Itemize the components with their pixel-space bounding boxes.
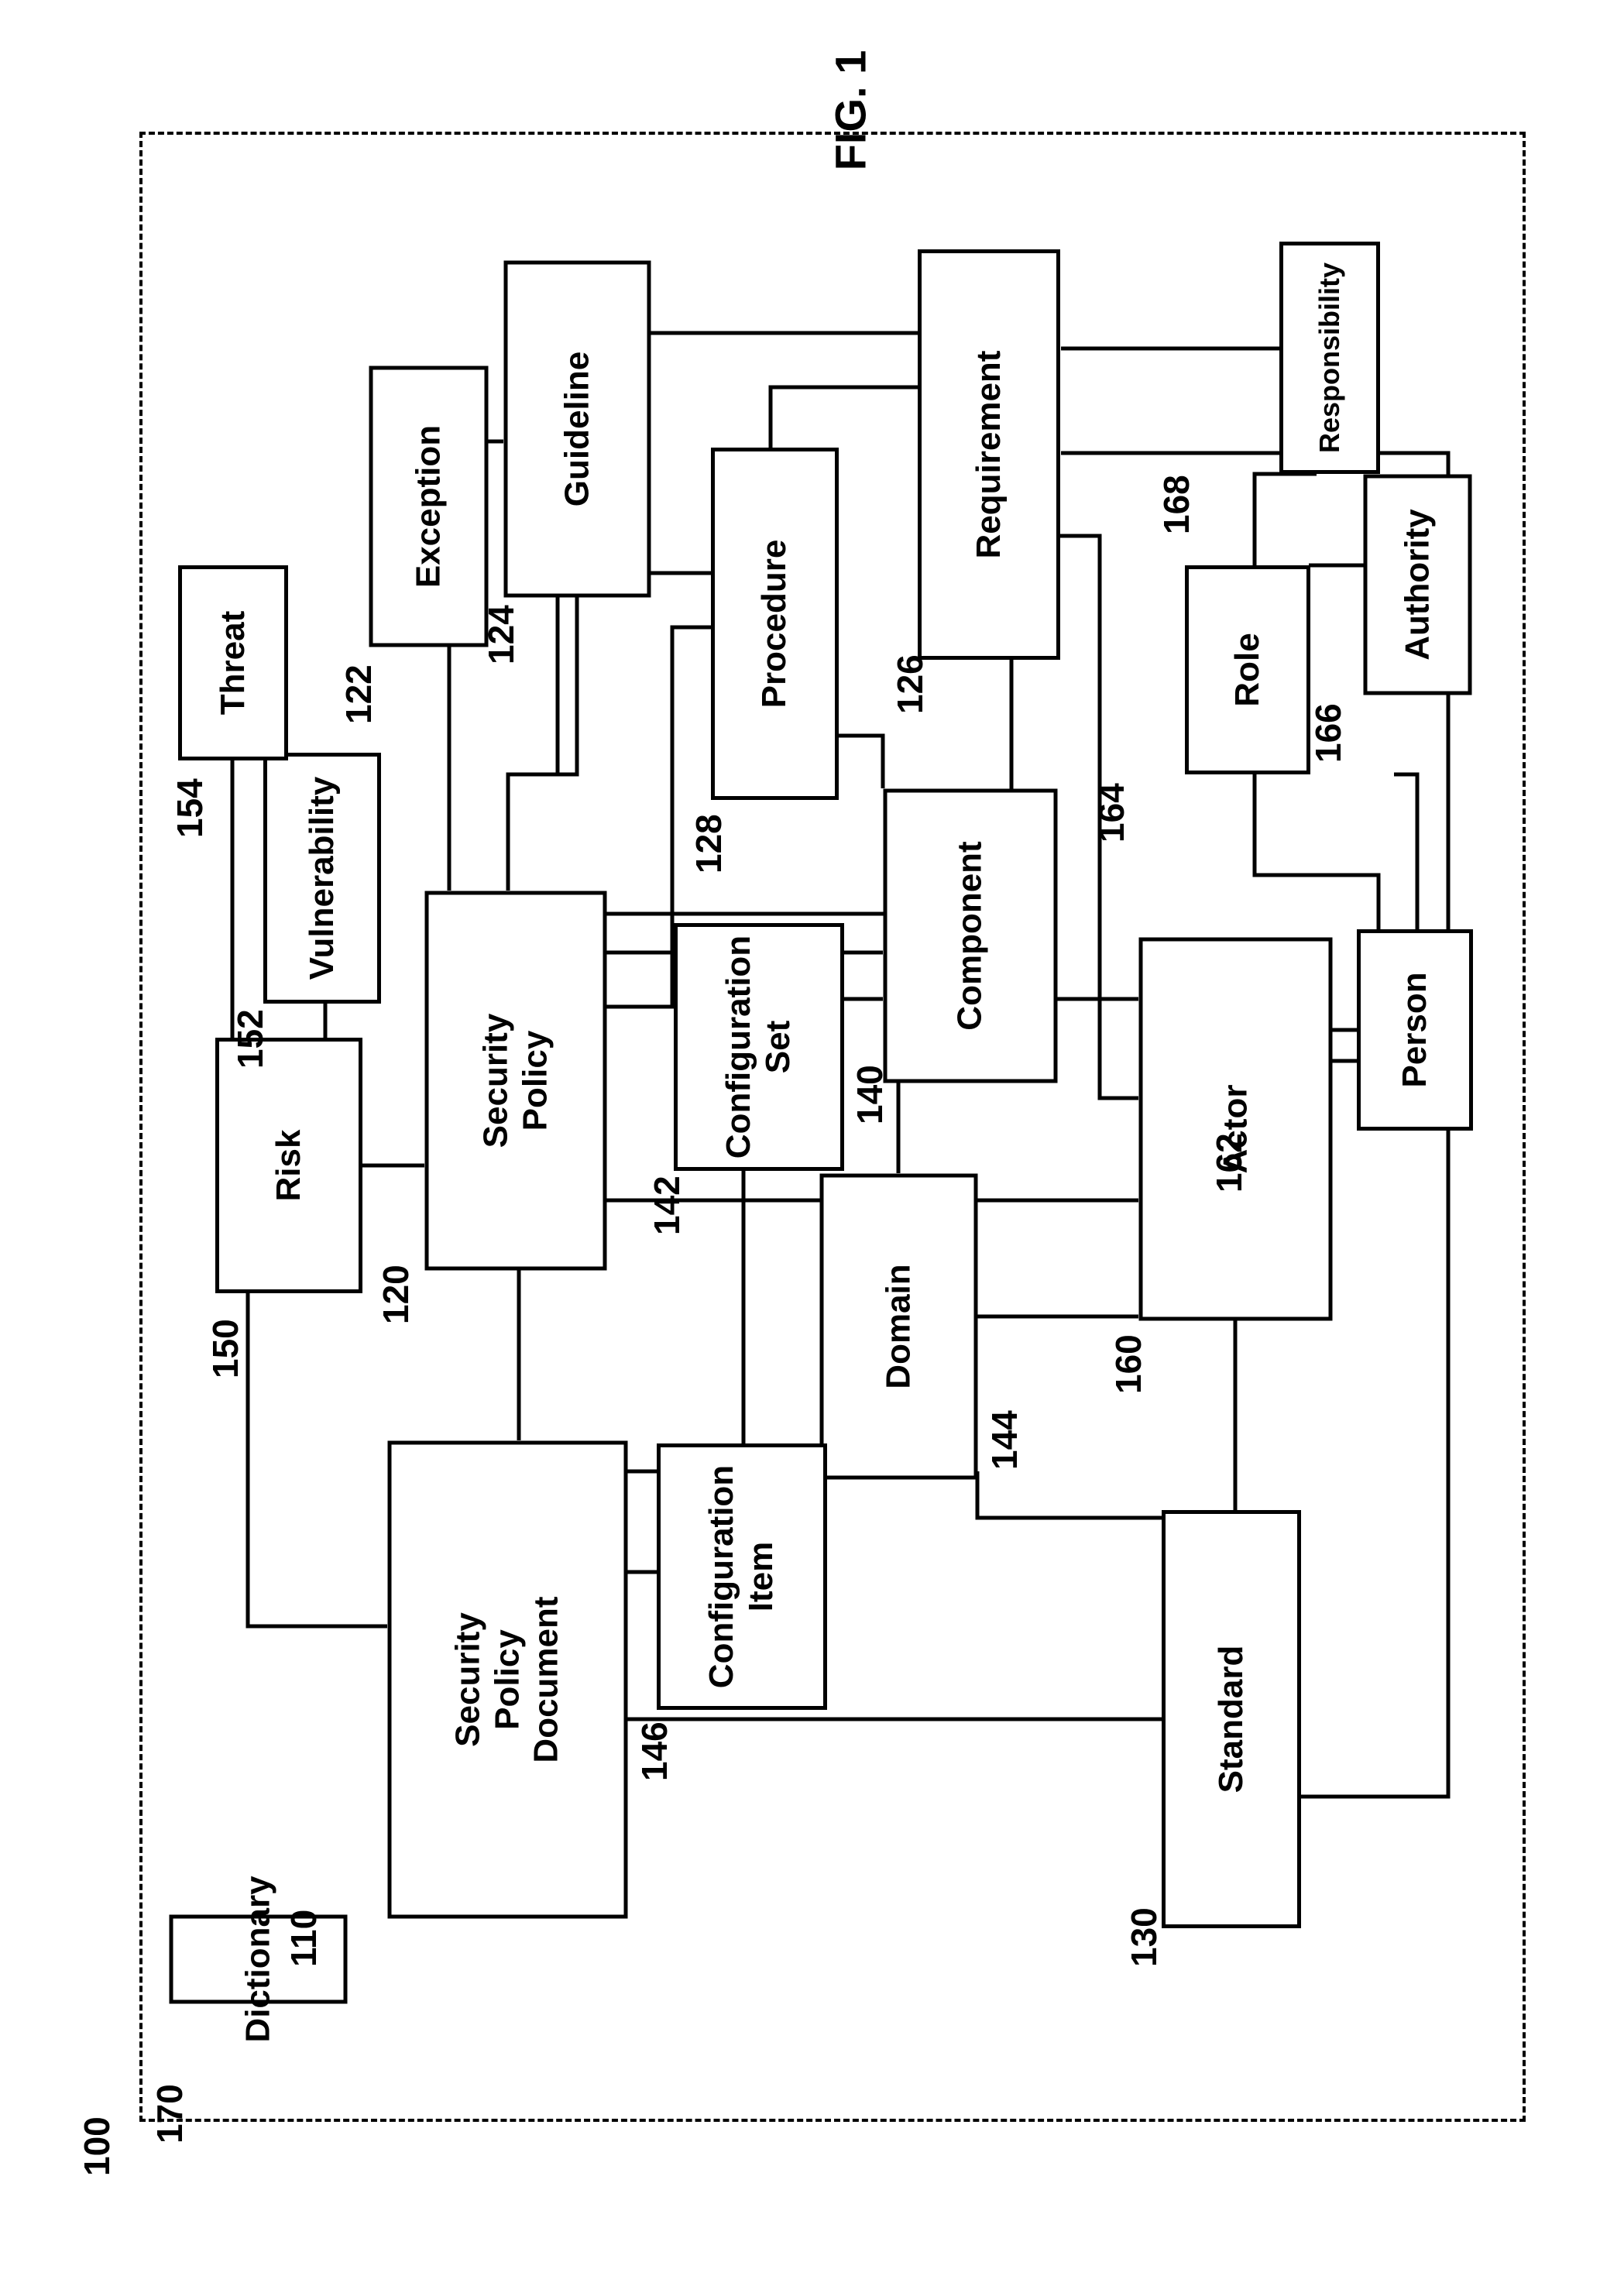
- ref-162: 162: [1208, 1133, 1250, 1193]
- node-procedure-label: Procedure: [755, 540, 795, 709]
- ref-170: 170: [149, 2084, 191, 2144]
- node-person: Person: [1357, 929, 1473, 1131]
- node-dictionary-label: Dictionary: [239, 1876, 278, 2042]
- node-standard: Standard: [1162, 1510, 1301, 1928]
- ref-142: 142: [646, 1176, 688, 1235]
- node-spd-label: SecurityPolicyDocument: [448, 1596, 566, 1763]
- node-requirement-label: Requirement: [970, 351, 1009, 559]
- node-risk-label: Risk: [270, 1130, 309, 1202]
- ref-128: 128: [688, 814, 730, 874]
- ref-120: 120: [375, 1265, 417, 1324]
- ref-166: 166: [1307, 703, 1349, 763]
- node-vulnerability: Vulnerability: [263, 753, 381, 1004]
- node-responsibility-label: Responsibility: [1313, 263, 1345, 453]
- node-config_set: ConfigurationSet: [674, 923, 844, 1171]
- ref-100: 100: [76, 2116, 118, 2176]
- ref-146: 146: [633, 1721, 675, 1781]
- node-authority: Authority: [1363, 474, 1471, 695]
- node-role-label: Role: [1228, 633, 1268, 706]
- ref-130: 130: [1123, 1907, 1165, 1967]
- node-sp: SecurityPolicy: [424, 891, 606, 1270]
- node-threat: Threat: [178, 565, 288, 760]
- node-config_item-label: ConfigurationItem: [702, 1465, 781, 1688]
- node-role: Role: [1185, 565, 1310, 774]
- node-spd: SecurityPolicyDocument: [387, 1440, 627, 1918]
- node-domain: Domain: [819, 1173, 977, 1479]
- ref-140: 140: [849, 1065, 891, 1124]
- node-exception-label: Exception: [409, 424, 448, 587]
- node-domain-label: Domain: [879, 1264, 918, 1388]
- node-requirement: Requirement: [918, 249, 1060, 660]
- edge-procedure-requirement: [771, 387, 918, 448]
- edge-procedure-component: [839, 736, 883, 788]
- node-responsibility: Responsibility: [1279, 242, 1380, 474]
- node-exception: Exception: [369, 366, 488, 647]
- edge-standard-domain: [977, 1471, 1162, 1518]
- node-authority-label: Authority: [1398, 509, 1437, 661]
- figure-caption: FIG. 1: [825, 50, 875, 171]
- ref-152: 152: [229, 1009, 271, 1069]
- ref-154: 154: [169, 778, 211, 838]
- node-person-label: Person: [1396, 972, 1435, 1087]
- node-threat-label: Threat: [214, 611, 253, 715]
- node-guideline: Guideline: [503, 260, 651, 597]
- node-config_item: ConfigurationItem: [657, 1443, 827, 1710]
- node-sp-label: SecurityPolicy: [476, 1013, 554, 1148]
- edge-role-responsibility: [1255, 474, 1317, 565]
- node-vulnerability-label: Vulnerability: [303, 777, 342, 980]
- node-actor: Actor: [1138, 937, 1332, 1320]
- node-guideline-label: Guideline: [558, 351, 597, 506]
- node-risk: Risk: [215, 1038, 362, 1293]
- ref-160: 160: [1107, 1334, 1149, 1394]
- node-component-label: Component: [950, 841, 990, 1030]
- ref-122: 122: [338, 664, 379, 724]
- node-config_set-label: ConfigurationSet: [719, 935, 798, 1158]
- edge-spd-risk: [248, 1293, 387, 1626]
- ref-110: 110: [283, 1910, 324, 1967]
- ref-144: 144: [984, 1410, 1025, 1470]
- ref-124: 124: [480, 605, 522, 664]
- ref-126: 126: [889, 654, 931, 714]
- node-component: Component: [883, 788, 1057, 1083]
- ref-168: 168: [1155, 475, 1197, 534]
- ref-164: 164: [1090, 783, 1132, 843]
- node-procedure: Procedure: [711, 448, 839, 800]
- edge-person-role: [1394, 774, 1417, 929]
- node-standard-label: Standard: [1212, 1646, 1251, 1793]
- ref-150: 150: [204, 1319, 246, 1378]
